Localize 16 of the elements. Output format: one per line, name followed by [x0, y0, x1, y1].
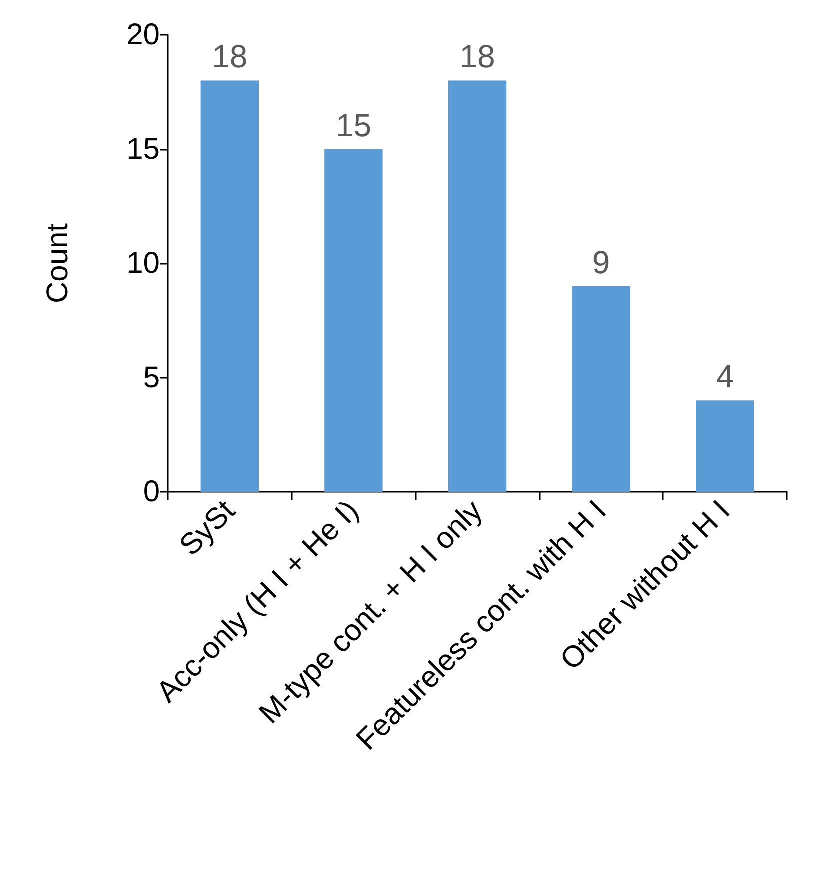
- bar: [448, 80, 507, 492]
- bar: [572, 286, 630, 492]
- bar: [324, 149, 383, 492]
- data-label: 4: [716, 358, 734, 395]
- y-tick-label: 5: [143, 361, 160, 394]
- y-tick-label: 0: [143, 476, 160, 508]
- data-label: 18: [460, 38, 496, 75]
- data-label: 15: [336, 107, 372, 144]
- y-tick-label: 20: [126, 18, 160, 52]
- y-tick-label: 10: [126, 247, 160, 280]
- y-axis-title: Count: [42, 222, 74, 304]
- bar: [696, 400, 754, 492]
- bar: [200, 80, 259, 492]
- data-label: 18: [212, 38, 248, 75]
- data-label: 9: [592, 244, 610, 280]
- y-tick-label: 15: [126, 132, 160, 166]
